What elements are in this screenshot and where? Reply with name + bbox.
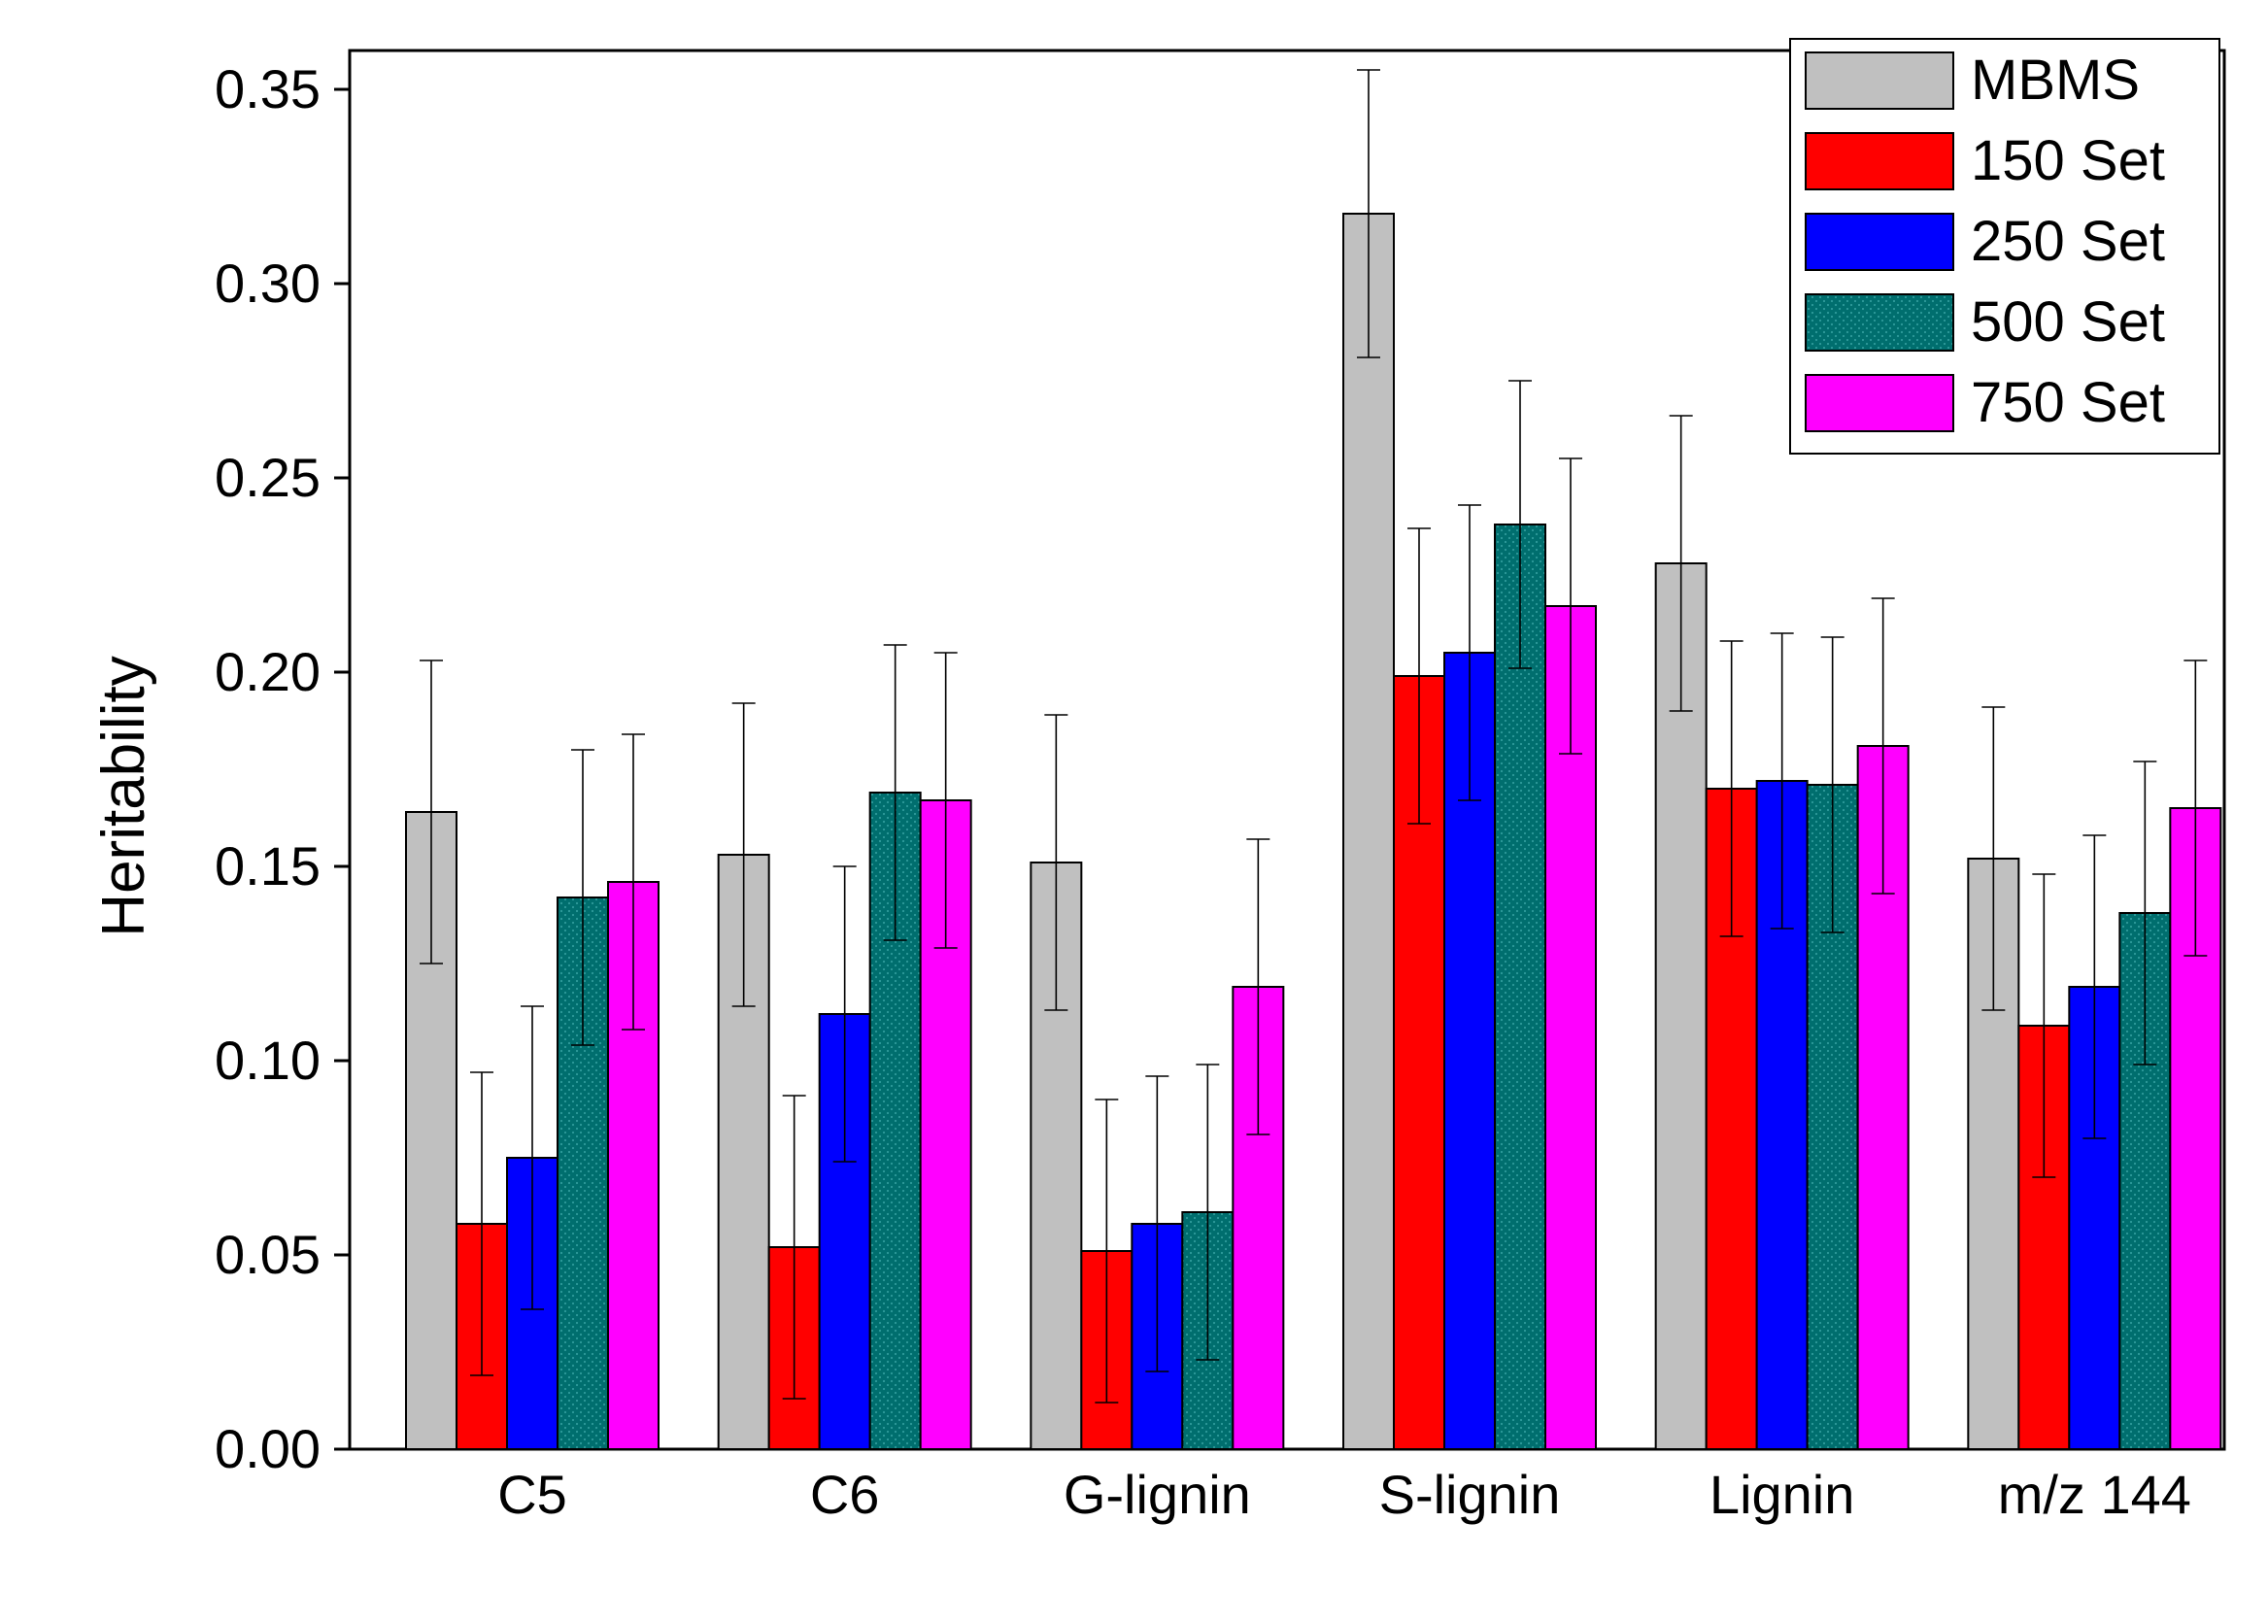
legend-swatch-250-set xyxy=(1805,213,1954,271)
errorbar-lignin-mbms xyxy=(1669,415,1693,712)
errorbars-layer xyxy=(420,69,2208,1404)
legend-label-500-set: 500 Set xyxy=(1971,290,2165,354)
legend-swatch-150-set xyxy=(1805,132,1954,190)
y-tick-label-3: 0.15 xyxy=(215,835,321,897)
errorbar-c6-750-set xyxy=(933,652,958,949)
errorbar-lignin-250-set xyxy=(1770,632,1794,930)
x-tick-label-c6: C6 xyxy=(810,1464,880,1525)
errorbar-lignin-750-set xyxy=(1871,597,1895,895)
bar-s-lignin-500-set xyxy=(1494,524,1546,1450)
errorbar-g-lignin-500-set xyxy=(1196,1064,1220,1361)
y-tick-label-2: 0.10 xyxy=(215,1030,321,1091)
errorbar-c5-mbms xyxy=(420,660,443,964)
y-tick-label-5: 0.25 xyxy=(215,447,321,508)
errorbar-s-lignin-mbms xyxy=(1357,69,1380,358)
bar-c6-750-set xyxy=(919,799,972,1450)
errorbar-m-z-144-750-set xyxy=(2183,660,2208,957)
errorbar-m-z-144-500-set xyxy=(2133,761,2157,1066)
legend-label-750-set: 750 Set xyxy=(1971,371,2165,434)
errorbar-g-lignin-750-set xyxy=(1246,838,1270,1135)
bar-s-lignin-mbms xyxy=(1342,213,1395,1450)
legend-swatch-mbms xyxy=(1805,51,1954,110)
errorbar-m-z-144-mbms xyxy=(1981,706,2006,1011)
y-axis: 0.00 0.05 0.10 0.15 0.20 0.25 0.30 0.35 xyxy=(215,58,350,1479)
errorbar-g-lignin-150-set xyxy=(1095,1099,1119,1404)
x-tick-label-s-lignin: S-lignin xyxy=(1379,1464,1561,1525)
errorbar-s-lignin-250-set xyxy=(1458,504,1481,801)
errorbar-c5-250-set xyxy=(521,1005,544,1310)
errorbar-s-lignin-150-set xyxy=(1407,527,1431,825)
x-tick-label-c5: C5 xyxy=(497,1464,567,1525)
errorbar-c5-150-set xyxy=(470,1071,493,1376)
legend-label-mbms: MBMS xyxy=(1971,49,2140,112)
bar-c5-750-set xyxy=(607,881,660,1450)
y-tick-label-1: 0.05 xyxy=(215,1224,321,1285)
y-tick-label-4: 0.20 xyxy=(215,641,321,702)
x-tick-label-g-lignin: G-lignin xyxy=(1064,1464,1251,1525)
errorbar-c5-750-set xyxy=(622,733,645,1031)
errorbar-lignin-150-set xyxy=(1719,640,1743,937)
errorbar-c6-500-set xyxy=(883,644,907,941)
legend-swatch-750-set xyxy=(1805,374,1954,432)
legend-label-250-set: 250 Set xyxy=(1971,210,2165,273)
legend: MBMS 150 Set 250 Set 500 Set 750 Set xyxy=(1789,38,2220,455)
y-tick-label-7: 0.35 xyxy=(215,58,321,119)
x-tick-label-m-z-144: m/z 144 xyxy=(1998,1464,2191,1525)
errorbar-m-z-144-250-set xyxy=(2082,834,2107,1139)
errorbar-m-z-144-150-set xyxy=(2032,873,2056,1178)
errorbar-c6-150-set xyxy=(782,1095,806,1400)
errorbar-c5-500-set xyxy=(571,749,594,1046)
x-tick-label-lignin: Lignin xyxy=(1709,1464,1854,1525)
x-axis: C5 C6 G-lignin S-lignin Lignin m/z 144 xyxy=(497,1464,2191,1525)
errorbar-lignin-500-set xyxy=(1820,636,1845,933)
errorbar-s-lignin-750-set xyxy=(1559,457,1582,755)
y-tick-label-6: 0.30 xyxy=(215,253,321,314)
errorbar-g-lignin-250-set xyxy=(1145,1075,1169,1372)
y-axis-label: Heritability xyxy=(90,656,157,936)
errorbar-g-lignin-mbms xyxy=(1044,714,1068,1011)
plot-frame xyxy=(348,49,2226,1451)
errorbar-c6-250-set xyxy=(832,865,857,1163)
errorbar-c6-mbms xyxy=(731,702,756,1007)
legend-label-150-set: 150 Set xyxy=(1971,129,2165,192)
errorbar-s-lignin-500-set xyxy=(1508,380,1532,669)
y-tick-label-0: 0.00 xyxy=(215,1418,321,1479)
legend-swatch-500-set xyxy=(1805,293,1954,352)
